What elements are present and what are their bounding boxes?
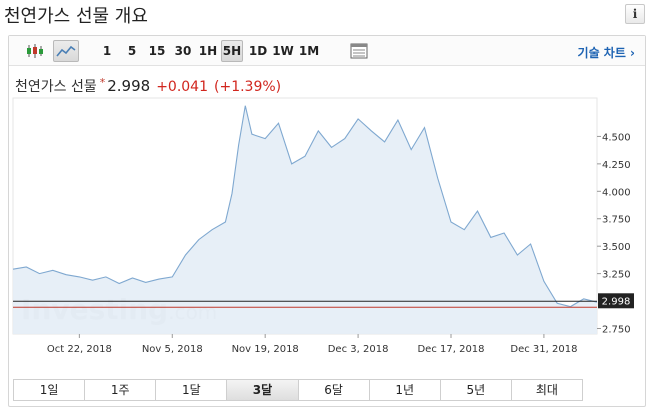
- range-1w[interactable]: 1주: [85, 380, 157, 400]
- last-price-box: [598, 293, 634, 309]
- x-tick-label: Dec 3, 2018: [328, 344, 389, 355]
- y-tick-label: 4.500: [602, 132, 631, 143]
- x-tick-label: Dec 31, 2018: [510, 344, 577, 355]
- y-tick-label: 3.250: [602, 270, 631, 281]
- last-price-label: 2.998: [602, 296, 631, 307]
- interval-1d[interactable]: 1D: [248, 44, 268, 58]
- price-chart[interactable]: Investing.com2.9984.5004.2504.0003.7503.…: [9, 36, 645, 376]
- page-title: 천연가스 선물 개요: [4, 6, 148, 27]
- table-view-icon[interactable]: [347, 40, 371, 62]
- chart-panel: 1 5 15 30 1H 5H 1D 1W 1M 기술 차트 › 천연가스 선물…: [8, 35, 646, 407]
- price-area: [13, 105, 597, 334]
- info-icon[interactable]: i: [625, 4, 645, 24]
- x-tick-label: Nov 5, 2018: [142, 344, 203, 355]
- range-max[interactable]: 최대: [535, 383, 558, 397]
- price-change-pct: (+1.39%): [214, 79, 282, 95]
- advanced-chart-link[interactable]: 기술 차트 ›: [577, 46, 635, 60]
- price-line: [12, 105, 598, 308]
- instrument-name: 천연가스 선물: [15, 79, 97, 95]
- quote-line: 천연가스 선물 * 2.998 +0.041 (+1.39%): [15, 76, 281, 96]
- y-tick-label: 4.250: [602, 160, 631, 171]
- chart-toolbar: 1 5 15 30 1H 5H 1D 1W 1M 기술 차트 ›: [9, 36, 645, 66]
- price-change: +0.041: [156, 79, 208, 95]
- y-tick-label: 3.750: [602, 215, 631, 226]
- y-tick-label: 3.500: [602, 242, 631, 253]
- y-tick-label: 2.750: [602, 325, 631, 336]
- last-price: 2.998: [107, 77, 151, 95]
- candlestick-chart-icon[interactable]: [23, 40, 47, 62]
- interval-5[interactable]: 5: [127, 44, 137, 58]
- y-tick-label: 4.000: [602, 187, 631, 198]
- interval-5h[interactable]: 5H: [221, 40, 243, 62]
- range-3m[interactable]: 3달: [227, 380, 299, 400]
- interval-1[interactable]: 1: [102, 44, 112, 58]
- range-6m[interactable]: 6달: [299, 380, 370, 400]
- interval-1h[interactable]: 1H: [198, 44, 218, 58]
- x-tick-label: Dec 17, 2018: [417, 344, 484, 355]
- interval-15[interactable]: 15: [148, 44, 166, 58]
- range-selector: 1일 1주 1달 3달 6달 1년 5년 최대: [13, 379, 583, 401]
- interval-30[interactable]: 30: [174, 44, 192, 58]
- range-1m[interactable]: 1달: [156, 380, 228, 400]
- x-tick-label: Oct 22, 2018: [47, 344, 112, 355]
- range-5y[interactable]: 5년: [441, 380, 512, 400]
- range-1d[interactable]: 1일: [14, 380, 86, 400]
- interval-1w[interactable]: 1W: [272, 44, 294, 58]
- range-1y[interactable]: 1년: [370, 380, 441, 400]
- x-tick-label: Nov 19, 2018: [232, 344, 299, 355]
- quote-star: *: [99, 76, 106, 89]
- interval-1m[interactable]: 1M: [298, 44, 320, 58]
- area-chart-icon[interactable]: [53, 40, 79, 62]
